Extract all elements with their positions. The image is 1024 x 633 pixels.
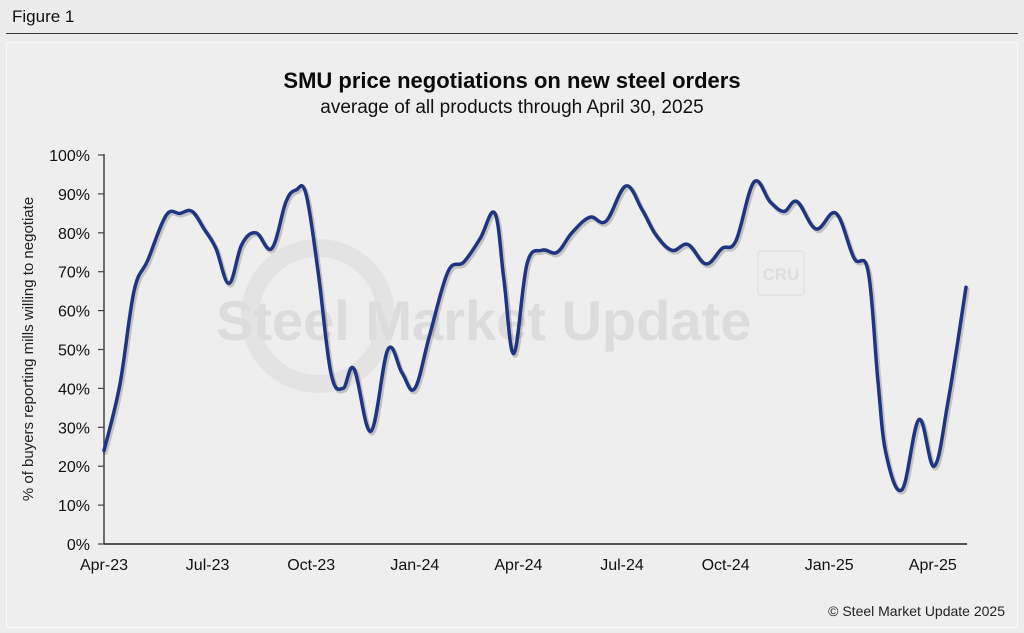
data-point: [752, 180, 756, 184]
y-tick-label: 20%: [58, 459, 90, 476]
watermark-logo-ring-icon: [241, 239, 395, 393]
data-point: [462, 260, 466, 264]
data-point: [932, 464, 936, 468]
data-point: [814, 227, 818, 231]
data-point: [670, 248, 674, 252]
watermark-cru-badge: [757, 250, 805, 296]
data-point: [768, 200, 772, 204]
data-point: [146, 258, 150, 262]
figure-label: Figure 1: [12, 7, 75, 26]
data-point: [164, 213, 168, 217]
data-point: [876, 379, 880, 383]
x-tick-label: Apr-23: [80, 557, 128, 574]
data-point: [386, 348, 390, 352]
data-point: [254, 231, 258, 235]
data-point: [512, 351, 516, 355]
x-tick-label: Apr-24: [494, 557, 542, 574]
data-point: [102, 449, 106, 453]
data-point: [118, 383, 122, 387]
y-axis-label: % of buyers reporting mills willing to n…: [20, 197, 37, 501]
data-point: [284, 200, 288, 204]
y-tick-label: 70%: [58, 265, 90, 282]
x-axis: Apr-23 Jul-23 Oct-23 Jan-24 Apr-24 Jul-24 Oct-…: [80, 557, 957, 574]
y-axis: 0% 10% 20% 30% 40% 50% 60% 70% 80% 90% 100%: [49, 148, 104, 554]
chart-panel: [6, 42, 1018, 628]
data-point: [900, 488, 904, 492]
data-point: [640, 208, 644, 212]
x-tick-label: Jul-23: [186, 557, 230, 574]
data-point: [795, 200, 799, 204]
data-point: [190, 209, 194, 213]
data-point: [884, 453, 888, 457]
data-point: [917, 418, 921, 422]
data-point: [428, 332, 432, 336]
data-point: [270, 246, 274, 250]
y-tick-label: 60%: [58, 304, 90, 321]
x-tick-label: Apr-25: [909, 557, 957, 574]
data-point: [502, 278, 506, 282]
data-point: [852, 256, 856, 260]
data-point: [227, 281, 231, 285]
data-point: [341, 386, 345, 390]
y-tick-label: 100%: [49, 148, 90, 165]
series-layer: [102, 179, 970, 495]
y-tick-label: 40%: [58, 381, 90, 398]
data-point: [555, 250, 559, 254]
data-point: [834, 211, 838, 215]
x-tick-label: Jul-24: [600, 557, 644, 574]
data-point: [400, 371, 404, 375]
data-point: [604, 219, 608, 223]
watermark-cru-text: CRU: [763, 265, 800, 284]
data-point: [329, 371, 333, 375]
data-point: [478, 237, 482, 241]
data-point: [413, 386, 417, 390]
data-point: [316, 270, 320, 274]
y-tick-label: 50%: [58, 343, 90, 360]
x-tick-label: Jan-24: [390, 557, 439, 574]
copyright-note: © Steel Market Update 2025: [828, 603, 1005, 619]
figure-divider: [6, 33, 1018, 34]
data-point: [352, 367, 356, 371]
data-point: [240, 243, 244, 247]
data-point: [525, 262, 529, 266]
data-point: [720, 246, 724, 250]
data-point: [493, 211, 497, 215]
x-tick-label: Jan-25: [805, 557, 854, 574]
y-tick-label: 0%: [67, 537, 90, 554]
data-point: [178, 211, 182, 215]
data-point: [734, 239, 738, 243]
data-point: [132, 289, 136, 293]
data-point: [214, 246, 218, 250]
chart-subtitle: average of all products through April 30…: [320, 97, 703, 118]
y-tick-label: 80%: [58, 226, 90, 243]
series-line: [102, 179, 968, 493]
x-tick-label: Oct-24: [702, 557, 750, 574]
data-point: [686, 243, 690, 247]
data-point: [294, 188, 298, 192]
data-point: [624, 184, 628, 188]
data-point: [866, 270, 870, 274]
data-point: [304, 192, 308, 196]
data-point: [202, 227, 206, 231]
data-point: [654, 233, 658, 237]
data-point: [588, 215, 592, 219]
data-point: [782, 209, 786, 213]
data-point: [540, 248, 544, 252]
data-point: [704, 262, 708, 266]
data-point: [946, 398, 950, 402]
y-tick-label: 10%: [58, 498, 90, 515]
y-tick-label: 30%: [58, 420, 90, 437]
data-point: [446, 270, 450, 274]
data-point: [369, 429, 373, 433]
x-tick-label: Oct-23: [287, 557, 335, 574]
watermark: Steel Market Update CRU: [216, 239, 805, 393]
chart-title: SMU price negotiations on new steel orde…: [283, 68, 740, 93]
data-point: [570, 231, 574, 235]
watermark-text-bold: Steel Market Update: [216, 289, 751, 352]
data-point: [964, 285, 968, 289]
y-tick-label: 90%: [58, 187, 90, 204]
